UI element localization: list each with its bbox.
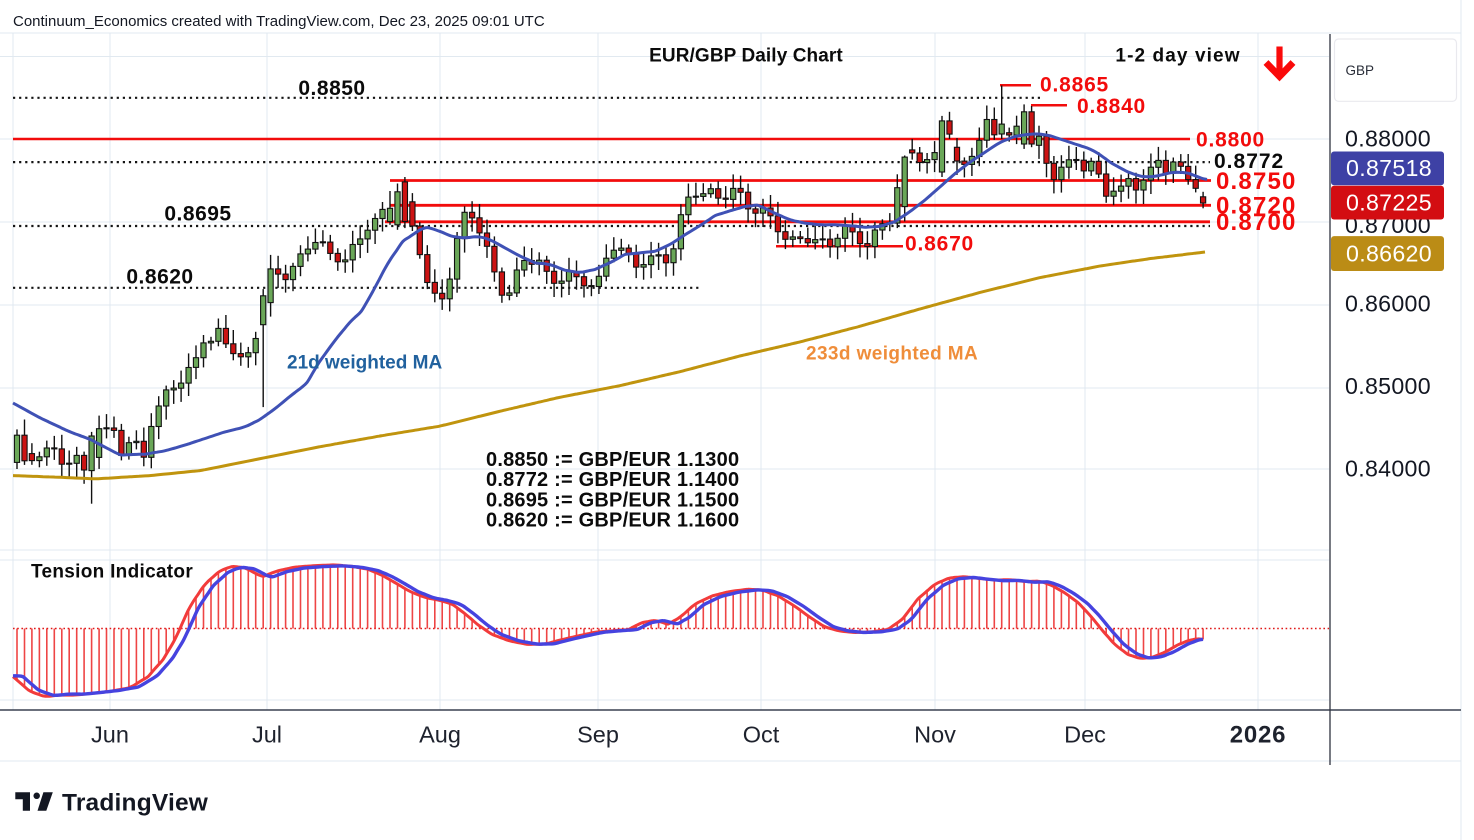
svg-text:1-2 day view: 1-2 day view <box>1115 46 1240 67</box>
svg-text:Tension Indicator: Tension Indicator <box>31 562 193 583</box>
svg-text:0.8720: 0.8720 <box>1216 193 1297 220</box>
svg-text:0.8772 := GBP/EUR 1.1400: 0.8772 := GBP/EUR 1.1400 <box>486 469 739 491</box>
svg-text:Nov: Nov <box>914 722 956 748</box>
svg-text:Jul: Jul <box>252 722 282 748</box>
svg-text:0.8700: 0.8700 <box>1216 209 1297 236</box>
svg-text:0.87225: 0.87225 <box>1346 190 1432 216</box>
svg-text:Sep: Sep <box>577 722 619 748</box>
svg-text:0.8772: 0.8772 <box>1214 150 1284 173</box>
svg-text:0.8850: 0.8850 <box>298 77 365 100</box>
svg-text:Aug: Aug <box>419 722 461 748</box>
svg-text:0.85000: 0.85000 <box>1345 373 1431 399</box>
svg-text:21d weighted MA: 21d weighted MA <box>287 353 442 374</box>
svg-text:Continuum_Economics created wi: Continuum_Economics created with Trading… <box>13 13 545 30</box>
svg-text:0.8800: 0.8800 <box>1196 129 1265 152</box>
svg-text:TradingView: TradingView <box>62 790 209 817</box>
svg-text:Dec: Dec <box>1064 722 1106 748</box>
svg-text:GBP: GBP <box>1346 63 1375 78</box>
svg-text:0.8695 := GBP/EUR 1.1500: 0.8695 := GBP/EUR 1.1500 <box>486 489 739 511</box>
svg-text:Jun: Jun <box>91 722 129 748</box>
svg-text:0.8840: 0.8840 <box>1077 95 1146 118</box>
svg-text:2026: 2026 <box>1230 722 1287 749</box>
svg-text:0.8750: 0.8750 <box>1216 168 1297 195</box>
svg-text:0.86000: 0.86000 <box>1345 291 1431 317</box>
svg-text:0.8620: 0.8620 <box>126 266 193 289</box>
svg-text:0.8670: 0.8670 <box>905 233 974 256</box>
svg-text:0.8865: 0.8865 <box>1040 74 1109 97</box>
svg-text:Oct: Oct <box>743 722 780 748</box>
svg-text:EUR/GBP Daily Chart: EUR/GBP Daily Chart <box>649 46 843 67</box>
svg-text:0.87518: 0.87518 <box>1346 155 1432 181</box>
svg-text:0.86620: 0.86620 <box>1346 241 1432 267</box>
svg-text:233d weighted MA: 233d weighted MA <box>806 344 978 365</box>
svg-text:0.88000: 0.88000 <box>1345 126 1431 152</box>
svg-text:0.8850 := GBP/EUR 1.1300: 0.8850 := GBP/EUR 1.1300 <box>486 449 739 471</box>
svg-text:0.8695: 0.8695 <box>164 203 231 226</box>
svg-text:0.84000: 0.84000 <box>1345 456 1431 482</box>
svg-text:0.8620 := GBP/EUR 1.1600: 0.8620 := GBP/EUR 1.1600 <box>486 510 739 532</box>
